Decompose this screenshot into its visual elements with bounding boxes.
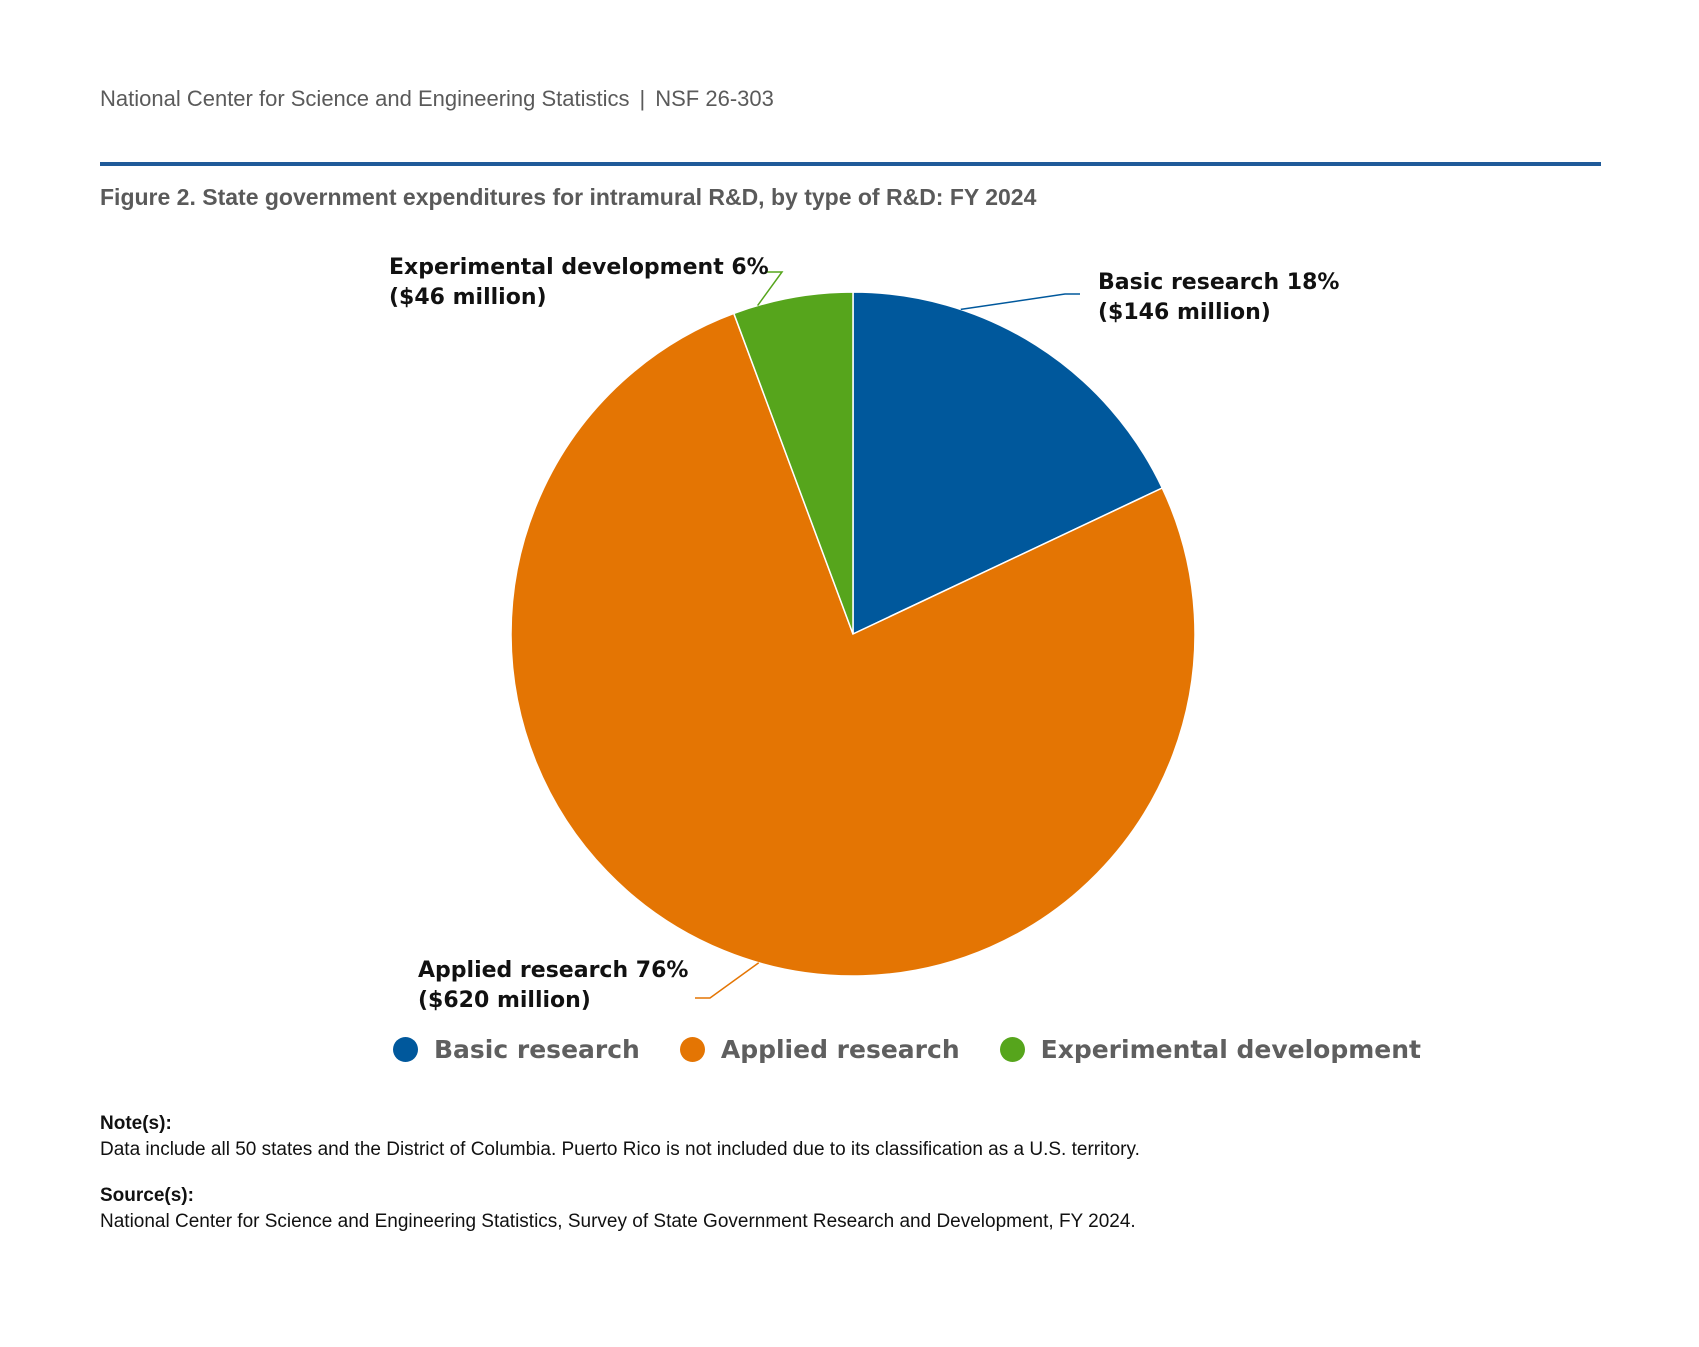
- legend-label-basic-research: Basic research: [434, 1035, 640, 1064]
- leader-line-basic-research: [960, 293, 1080, 311]
- legend-swatch-basic-research: [393, 1037, 418, 1062]
- legend-swatch-applied-research: [679, 1037, 705, 1062]
- pie-slice-basic-research: [852, 291, 1164, 636]
- figure-notes: Note(s): Data include all 50 states and …: [100, 1113, 1600, 1257]
- pie-slice-applied-research: [510, 312, 1196, 977]
- slice-value-experimental-development: ($46 million): [389, 285, 547, 310]
- slice-value-basic-research: ($146 million): [1098, 300, 1271, 325]
- note-heading: Note(s):: [100, 1113, 172, 1134]
- leader-line-applied-research: [695, 962, 760, 999]
- chart-legend: Basic research Applied research Experime…: [393, 1035, 1461, 1064]
- source-heading: Source(s):: [100, 1185, 194, 1206]
- note-text: Data include all 50 states and the Distr…: [100, 1139, 1140, 1160]
- header-org: National Center for Science and Engineer…: [100, 86, 630, 111]
- figure-title: Figure 2. State government expenditures …: [100, 184, 1037, 210]
- slice-label-applied-research: Applied research 76%: [418, 958, 688, 983]
- legend-item-experimental-development: Experimental development: [999, 1035, 1421, 1064]
- legend-swatch-experimental-development: [999, 1037, 1025, 1062]
- header-separator: |: [639, 86, 646, 111]
- slice-value-applied-research: ($620 million): [418, 988, 591, 1013]
- header-divider: [100, 162, 1601, 166]
- leader-line-experimental-development: [756, 271, 784, 307]
- source-text: National Center for Science and Engineer…: [100, 1211, 1136, 1232]
- slice-label-basic-research: Basic research 18%: [1098, 270, 1339, 295]
- header-report-id: NSF 26-303: [655, 86, 774, 111]
- legend-item-basic-research: Basic research: [393, 1035, 640, 1064]
- report-header: National Center for Science and Engineer…: [100, 86, 774, 112]
- slice-label-experimental-development: Experimental development 6%: [389, 255, 769, 280]
- legend-label-experimental-development: Experimental development: [1040, 1035, 1421, 1064]
- legend-item-applied-research: Applied research: [679, 1035, 960, 1064]
- pie-slice-experimental-development: [732, 291, 854, 635]
- legend-label-applied-research: Applied research: [720, 1035, 960, 1064]
